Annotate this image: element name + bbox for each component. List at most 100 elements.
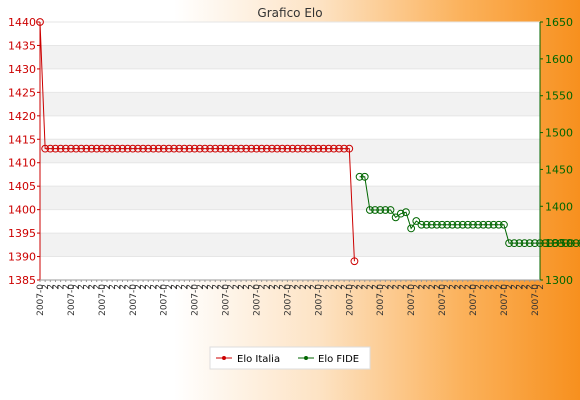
data-point: [268, 144, 276, 153]
data-point: [304, 144, 312, 153]
x-tick-label: 2: [536, 284, 546, 290]
data-point: [438, 220, 446, 229]
x-tick-label: 2: [258, 284, 268, 290]
x-tick-label: 2: [278, 284, 288, 290]
legend: Elo Italia Elo FIDE: [209, 346, 371, 370]
x-tick-label: 2007-0: [160, 284, 170, 316]
x-tick-label: 2: [134, 284, 144, 290]
data-point: [386, 206, 395, 214]
series-elo-fide: [355, 172, 580, 248]
data-point: [443, 220, 452, 229]
x-tick-label: 2: [309, 284, 319, 290]
data-point: [92, 144, 101, 153]
x-tick-label: 2: [459, 284, 469, 290]
x-tick-label: 2: [216, 284, 226, 290]
x-tick-label: 2: [526, 284, 536, 290]
left-tick-label: 1430: [8, 63, 36, 76]
x-tick-label: 2007-0: [314, 284, 324, 316]
x-tick-label: 2: [474, 284, 484, 290]
data-point: [525, 239, 534, 248]
data-point: [61, 144, 70, 153]
legend-label-italia: Elo Italia: [237, 354, 280, 365]
grid-band: [40, 45, 540, 69]
x-tick-label: 2: [77, 284, 87, 290]
x-tick-label: 2: [397, 284, 407, 290]
data-point: [572, 239, 580, 248]
x-tick-label: 2: [268, 284, 278, 290]
x-tick-label: 2: [165, 284, 175, 290]
x-tick-label: 2: [464, 284, 474, 290]
data-point: [67, 144, 75, 153]
x-tick-label: 2007-0: [191, 284, 201, 316]
series-elo-italia: [36, 18, 359, 266]
data-point: [474, 220, 483, 229]
x-tick-label: 2: [185, 284, 195, 290]
x-tick-label: 2: [108, 284, 118, 290]
data-point: [329, 144, 338, 153]
data-point: [546, 239, 555, 248]
x-tick-label: 2: [417, 284, 427, 290]
x-tick-label: 2007-0: [500, 284, 510, 316]
data-point: [175, 144, 184, 153]
x-tick-label: 2: [227, 284, 237, 290]
left-tick-label: 1405: [8, 180, 36, 193]
data-point: [350, 257, 359, 266]
data-point: [216, 144, 225, 153]
x-tick-label: 2: [113, 284, 123, 290]
data-point: [314, 144, 323, 153]
x-tick-label: 2: [356, 284, 366, 290]
data-point: [247, 144, 256, 153]
data-point: [479, 220, 488, 229]
left-tick-label: 1395: [8, 227, 36, 240]
data-point: [500, 220, 508, 229]
data-point: [231, 144, 240, 153]
data-point: [134, 144, 142, 153]
grid: [40, 21, 540, 281]
data-point: [324, 144, 333, 153]
series-layer: [36, 18, 580, 266]
data-point: [201, 144, 209, 153]
right-tick-label: 1300: [545, 274, 573, 287]
data-point: [108, 144, 117, 153]
left-tick-label: 1425: [8, 86, 36, 99]
x-tick-label: 2: [118, 284, 128, 290]
x-tick-label: 2: [335, 284, 345, 290]
x-tick-label: 2007-0: [98, 284, 108, 316]
left-tick-label: 1390: [8, 251, 36, 264]
x-tick-label: 2007-0: [438, 284, 448, 316]
data-point: [510, 239, 519, 248]
data-point: [335, 144, 343, 153]
x-tick-label: 2: [299, 284, 309, 290]
x-tick-label: 2007-0: [252, 284, 262, 316]
x-tick-label: 2: [72, 284, 82, 290]
data-point: [556, 239, 565, 248]
x-tick-label: 2: [412, 284, 422, 290]
x-tick-label: 2: [155, 284, 165, 290]
x-tick-label: 2: [510, 284, 520, 290]
data-point: [309, 144, 318, 153]
data-point: [56, 144, 65, 153]
data-point: [365, 206, 374, 214]
data-point: [402, 208, 410, 217]
right-tick-label: 1450: [545, 163, 573, 176]
data-point: [118, 144, 127, 153]
x-tick-label: 2: [387, 284, 397, 290]
x-tick-label: 2: [294, 284, 304, 290]
data-point: [149, 144, 158, 153]
data-point: [190, 144, 199, 153]
x-tick-label: 2: [340, 284, 350, 290]
data-point: [484, 220, 493, 229]
x-tick-label: 2: [41, 284, 51, 290]
data-point: [257, 144, 266, 153]
x-tick-label: 2: [402, 284, 412, 290]
data-point: [551, 239, 560, 248]
x-tick-label: 2: [144, 284, 154, 290]
data-point: [489, 220, 498, 229]
data-point: [298, 144, 307, 153]
data-point: [541, 239, 550, 248]
data-point: [494, 220, 503, 229]
data-point: [293, 144, 302, 153]
legend-marker-italia: [222, 356, 226, 360]
left-axis-ticks: 1385 1390 1395 1400 1405 1410 1415 1420 1425 1430…: [8, 16, 40, 287]
data-point: [97, 144, 106, 153]
